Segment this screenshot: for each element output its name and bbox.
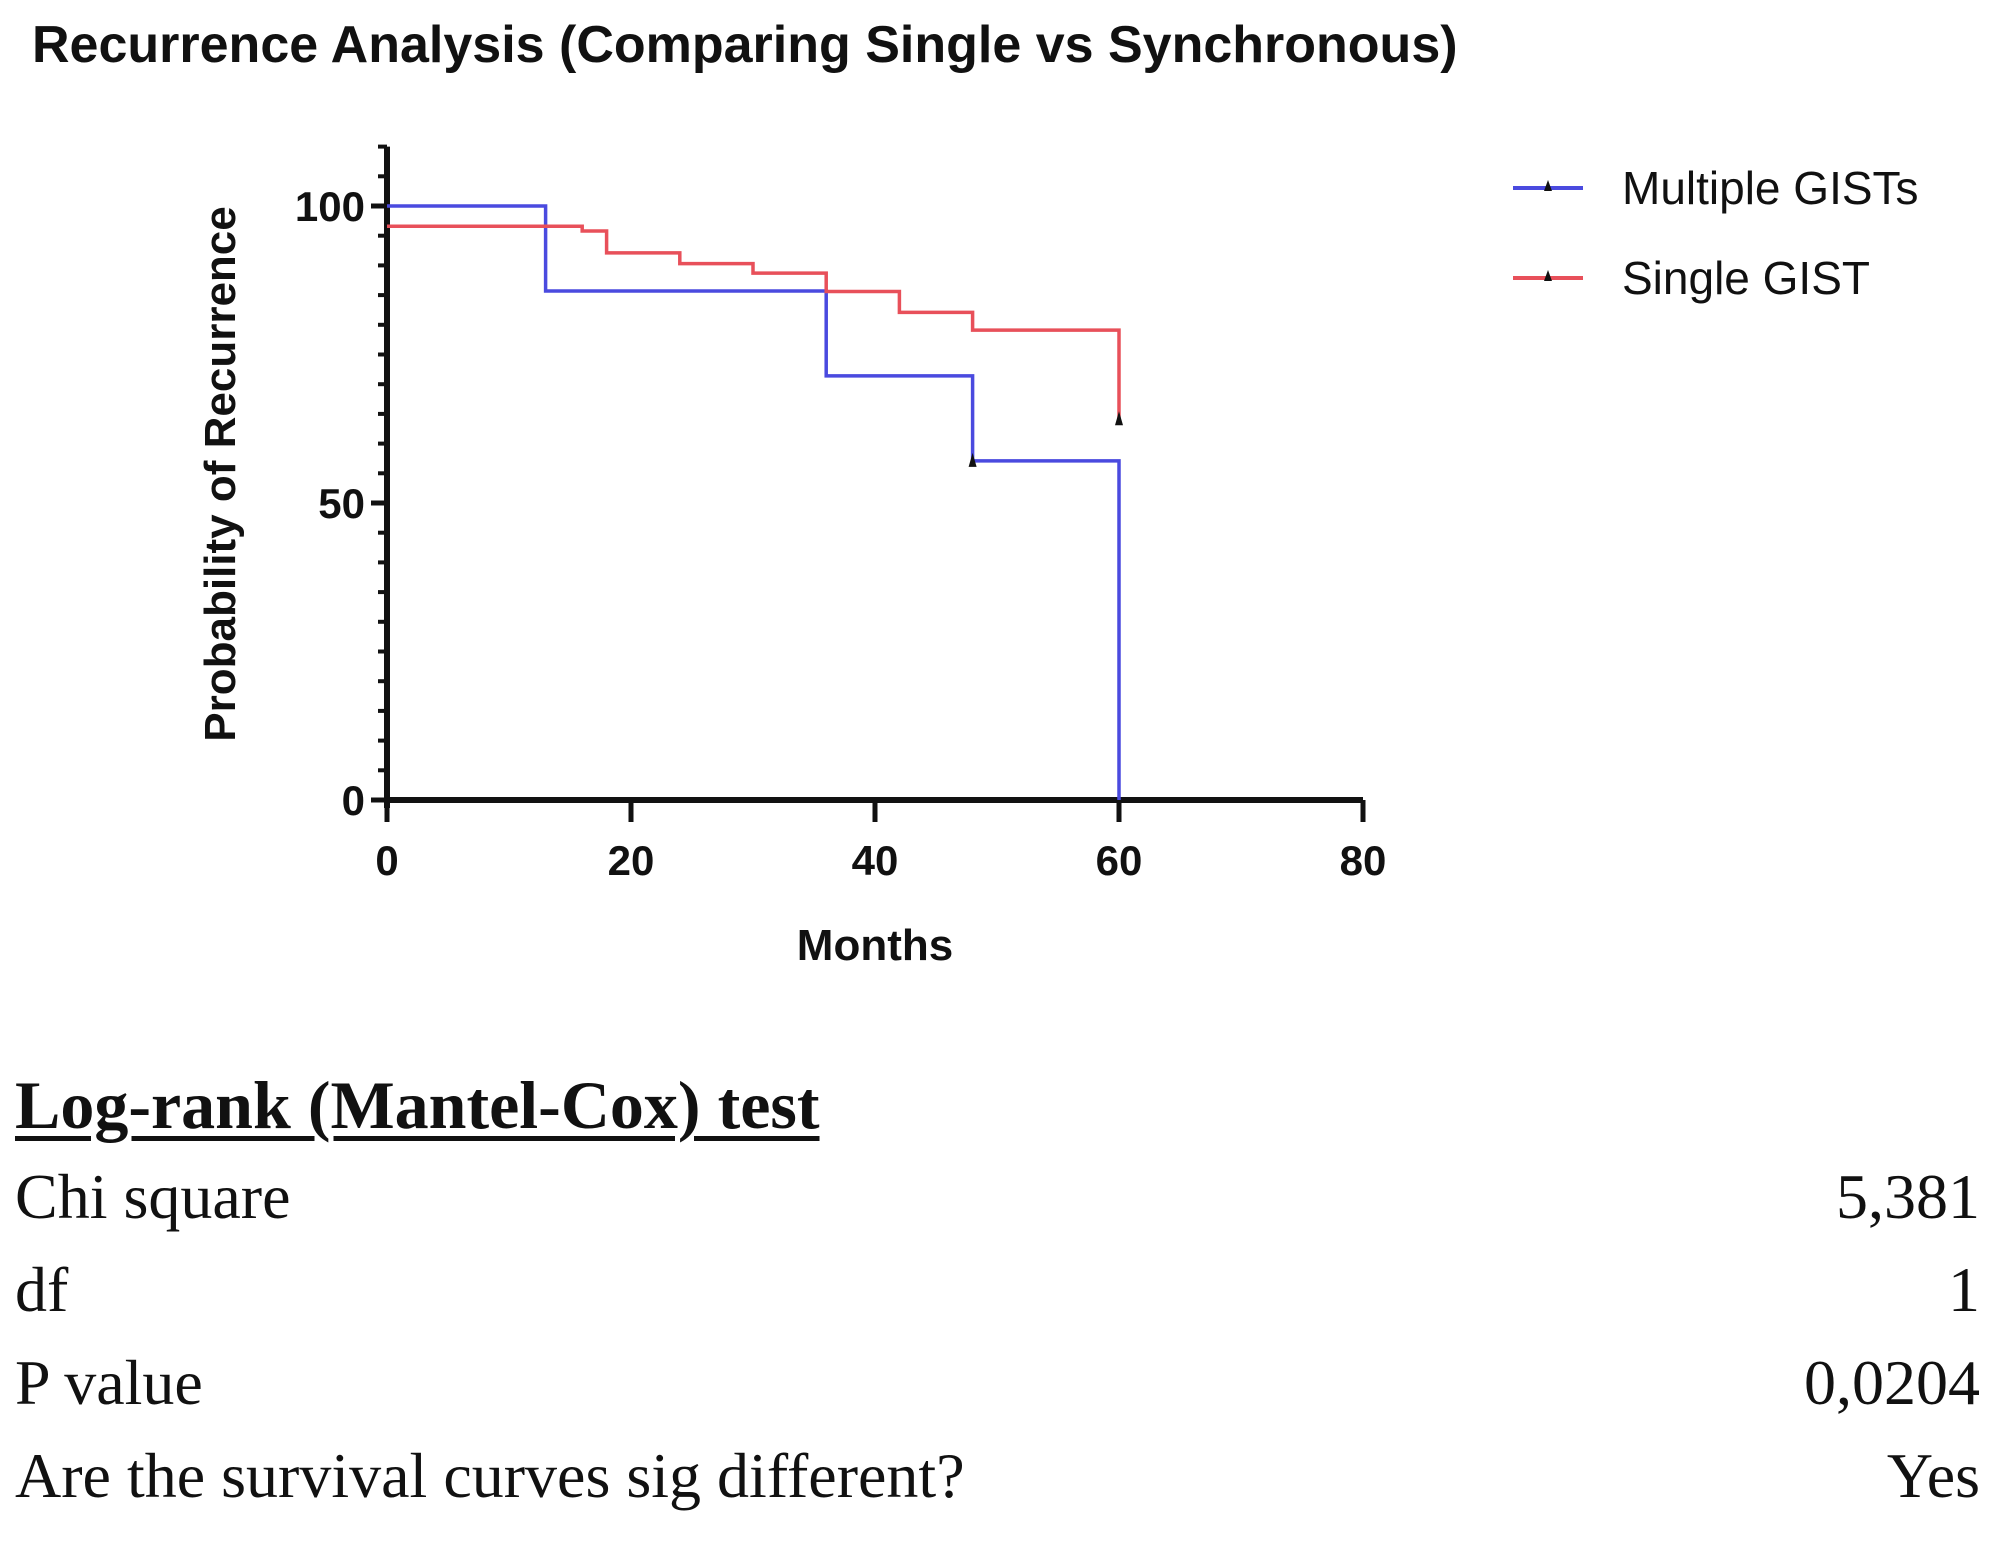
x-tick-label: 0	[375, 837, 398, 884]
legend-label-0: Multiple GISTs	[1622, 162, 1919, 214]
logrank-stats-table: Log-rank (Mantel-Cox) test Chi square 5,3…	[15, 1060, 1980, 1522]
censor-mark	[1115, 411, 1123, 426]
x-tick-label: 60	[1096, 837, 1143, 884]
stats-value: 5,381	[1836, 1161, 1980, 1232]
x-axis-label: Months	[797, 921, 953, 970]
legend-marker-icon	[1544, 270, 1552, 281]
chart-title: Recurrence Analysis (Comparing Single vs…	[32, 16, 1458, 74]
x-tick-label: 40	[852, 837, 899, 884]
y-axis-label: Probability of Recurrence	[196, 206, 245, 741]
x-tick-label: 20	[608, 837, 655, 884]
stats-title: Log-rank (Mantel-Cox) test	[15, 1067, 820, 1143]
censor-mark	[968, 452, 977, 467]
stats-label: Chi square	[15, 1161, 291, 1232]
y-tick-label: 50	[318, 480, 365, 527]
stats-row-chi-square: Chi square 5,381	[15, 1150, 1980, 1243]
legend-marker-icon	[1544, 180, 1552, 191]
stats-label: df	[15, 1254, 69, 1325]
chart: Recurrence Analysis (Comparing Single vs…	[32, 16, 1919, 970]
stats-row-df: df 1	[15, 1243, 1980, 1336]
stats-row-p-value: P value 0,0204	[15, 1336, 1980, 1429]
x-tick-label: 80	[1340, 837, 1387, 884]
stats-row-significance: Are the survival curves sig different? Ye…	[15, 1429, 1980, 1522]
stats-value: 1	[1948, 1254, 1980, 1325]
legend: Multiple GISTs Single GIST	[1513, 162, 1919, 304]
series-line-1	[387, 224, 1121, 420]
stats-value: Yes	[1886, 1440, 1980, 1511]
stats-value: 0,0204	[1804, 1347, 1980, 1418]
legend-label-1: Single GIST	[1622, 252, 1870, 304]
stats-label: Are the survival curves sig different?	[15, 1440, 965, 1511]
y-tick-label: 0	[342, 777, 365, 824]
y-tick-label: 100	[295, 183, 365, 230]
series-line-0	[387, 204, 1121, 800]
stats-label: P value	[15, 1347, 203, 1418]
